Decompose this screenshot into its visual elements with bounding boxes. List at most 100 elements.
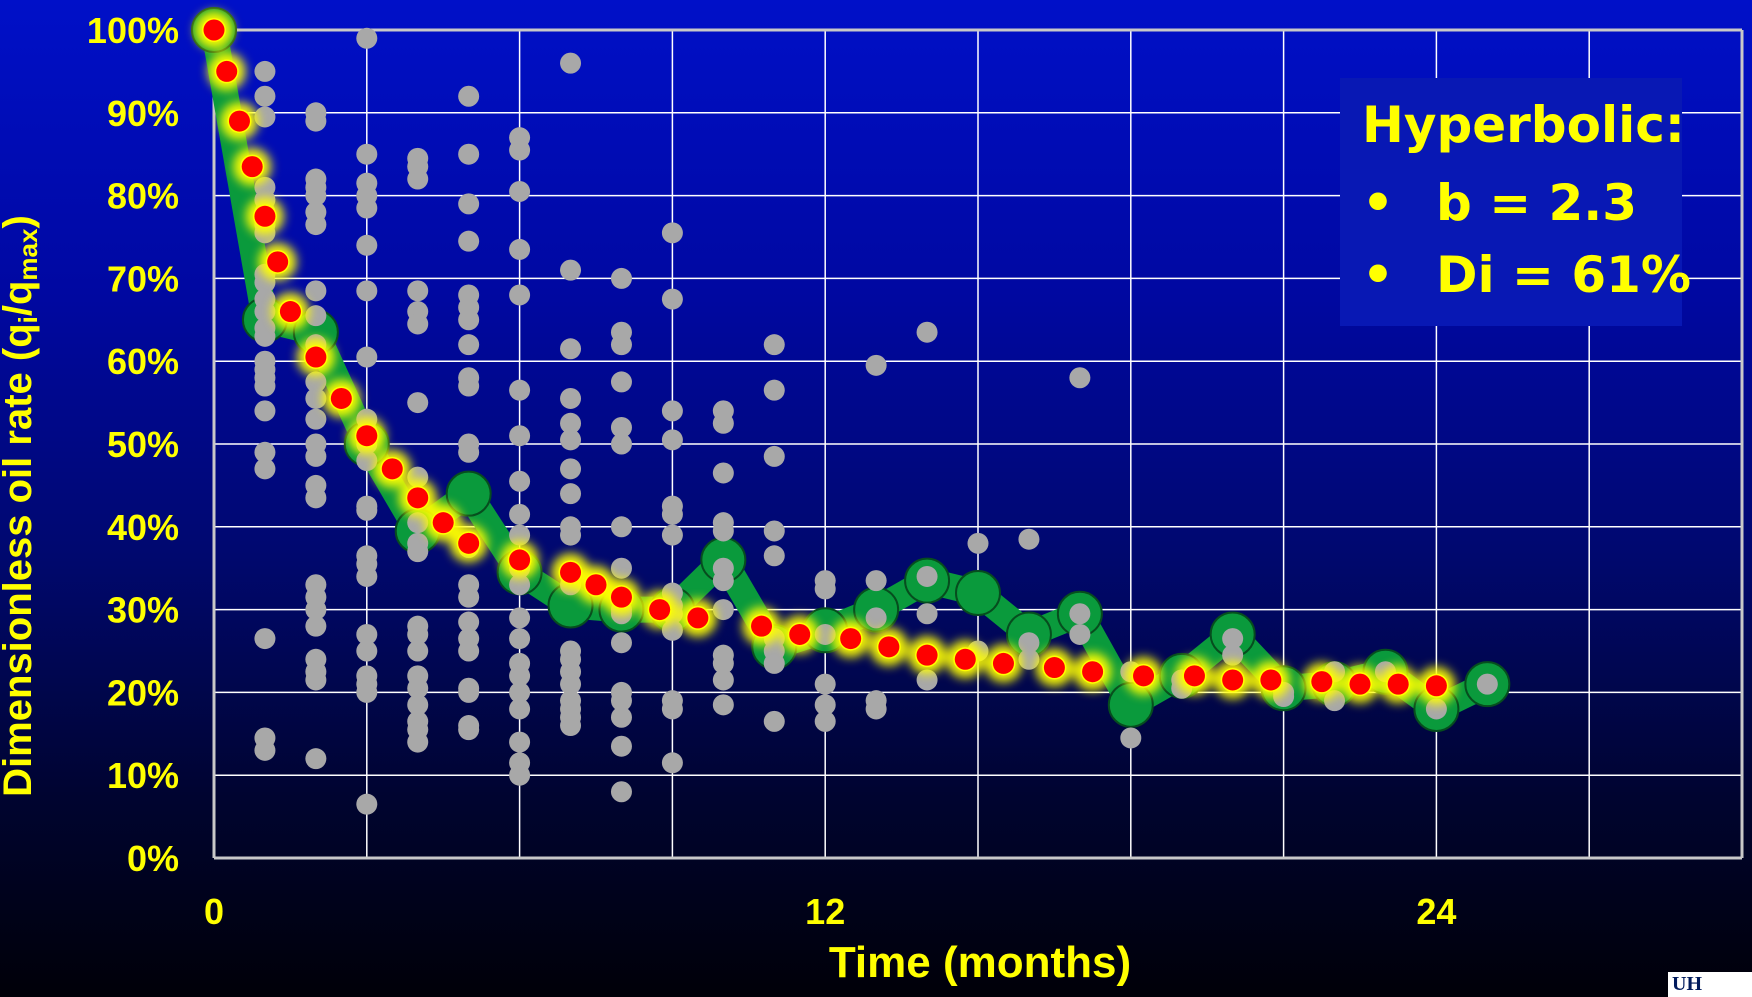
scatter-point [509, 681, 531, 703]
y-tick-label: 80% [107, 176, 179, 217]
scatter-point [560, 524, 582, 546]
scatter-point [1018, 632, 1040, 654]
scatter-point [560, 52, 582, 74]
scatter-point [1018, 528, 1040, 550]
university-logo: UH [1668, 972, 1752, 997]
scatter-point [1120, 727, 1142, 749]
scatter-point [560, 259, 582, 281]
scatter-point [661, 752, 683, 774]
scatter-point [305, 748, 327, 770]
scatter-point [560, 483, 582, 505]
scatter-point [610, 433, 632, 455]
y-tick-label: 30% [107, 590, 179, 631]
scatter-point [356, 450, 378, 472]
fit-point [954, 648, 976, 670]
scatter-point [560, 429, 582, 451]
scatter-point [509, 139, 531, 161]
annotation-item-b: • b = 2.3 [1362, 174, 1637, 232]
scatter-point [509, 628, 531, 650]
scatter-point [509, 665, 531, 687]
scatter-point [916, 321, 938, 343]
y-tick-label: 20% [107, 672, 179, 713]
fit-point [1311, 671, 1333, 693]
scatter-point [560, 412, 582, 434]
scatter-point [458, 586, 480, 608]
annotation-b-value: b = 2.3 [1436, 174, 1638, 232]
scatter-point [407, 731, 429, 753]
fit-point [992, 652, 1014, 674]
scatter-point [560, 673, 582, 695]
fit-point [1133, 665, 1155, 687]
scatter-point [305, 408, 327, 430]
scatter-point [254, 60, 276, 82]
scatter-point [254, 325, 276, 347]
scatter-point [509, 379, 531, 401]
scatter-point [458, 719, 480, 741]
scatter-point [1069, 603, 1091, 625]
fit-point [840, 628, 862, 650]
scatter-point [356, 234, 378, 256]
bullet-icon: • [1362, 246, 1394, 304]
scatter-point [356, 27, 378, 49]
scatter-point [712, 412, 734, 434]
fit-point [279, 301, 301, 323]
average-line [201, 17, 1501, 722]
fit-point [585, 574, 607, 596]
y-tick-label: 100% [87, 10, 179, 51]
scatter-point [865, 570, 887, 592]
fit-point [789, 623, 811, 645]
scatter-point [254, 628, 276, 650]
scatter-point [458, 230, 480, 252]
scatter-point [610, 690, 632, 712]
fit-point [203, 19, 225, 41]
y-axis-label: Dimensionless oil rate (qi/qmax) [0, 215, 43, 797]
scatter-point [814, 694, 836, 716]
scatter-point [1069, 623, 1091, 645]
scatter-point [560, 715, 582, 737]
scatter-point [763, 710, 785, 732]
fit-point [1183, 665, 1205, 687]
fit-point [1425, 675, 1447, 697]
scatter-point [407, 168, 429, 190]
scatter-point [254, 301, 276, 323]
scatter-point [407, 640, 429, 662]
scatter-point [254, 441, 276, 463]
scatter-point [509, 425, 531, 447]
scatter-point [1222, 644, 1244, 666]
scatter-point [916, 603, 938, 625]
fit-point [241, 156, 263, 178]
scatter-point [305, 280, 327, 302]
scatter-point [916, 565, 938, 587]
scatter-point [763, 334, 785, 356]
scatter-point [305, 599, 327, 621]
scatter-point [560, 338, 582, 360]
scatter-point [712, 462, 734, 484]
scatter-point [916, 669, 938, 691]
fit-point [254, 205, 276, 227]
y-tick-label: 90% [107, 93, 179, 134]
scatter-point [458, 611, 480, 633]
scatter-point [458, 334, 480, 356]
scatter-point [509, 503, 531, 525]
x-axis-label: Time (months) [828, 938, 1132, 987]
fit-point [1222, 669, 1244, 691]
scatter-point [610, 735, 632, 757]
fit-point [228, 110, 250, 132]
scatter-point [661, 222, 683, 244]
scatter-point [356, 793, 378, 815]
scatter-point [661, 288, 683, 310]
scatter-point [509, 524, 531, 546]
y-tick-label: 40% [107, 507, 179, 548]
fit-point [878, 636, 900, 658]
scatter-point [509, 574, 531, 596]
scatter-point [254, 739, 276, 761]
scatter-point [305, 487, 327, 509]
average-point [955, 570, 1001, 617]
scatter-point [305, 185, 327, 207]
annotation-item-di: • Di = 61% [1362, 246, 1691, 304]
bullet-icon: • [1362, 174, 1394, 232]
x-tick-label: 0 [204, 891, 224, 932]
scatter-point [407, 694, 429, 716]
scatter-point [305, 371, 327, 393]
scatter-point [763, 520, 785, 542]
